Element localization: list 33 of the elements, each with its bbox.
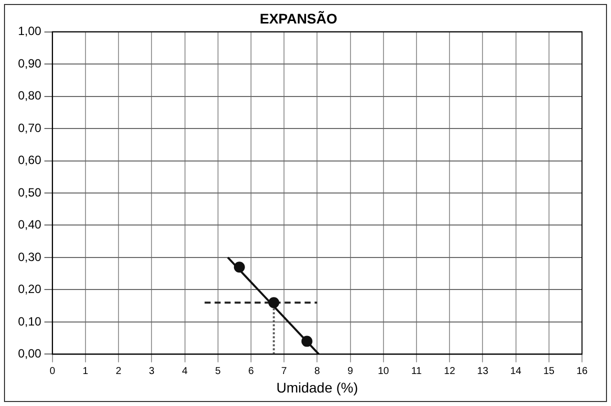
x-tick-label: 16 <box>576 366 588 377</box>
x-tick-label: 8 <box>314 366 320 377</box>
y-tick-label: 0,10 <box>18 314 42 328</box>
x-tick-label: 5 <box>215 366 222 377</box>
x-tick-label: 9 <box>348 366 354 377</box>
y-tick-label: 0,00 <box>18 346 42 361</box>
x-tick-label: 6 <box>248 366 254 377</box>
x-tick-label: 13 <box>477 366 489 377</box>
y-tick-label: 1,00 <box>18 24 42 38</box>
chart-title: EXPANSÃO <box>260 10 338 26</box>
x-tick-label: 14 <box>510 366 522 377</box>
x-tick-label: 4 <box>182 366 188 377</box>
y-tick-label: 0,20 <box>18 282 42 296</box>
x-tick-label: 11 <box>411 366 422 377</box>
y-tick-label: 0,80 <box>18 88 42 103</box>
x-tick-label: 12 <box>444 366 456 377</box>
x-tick-label: 3 <box>148 366 155 377</box>
x-tick-label: 7 <box>281 366 288 377</box>
x-tick-label: 15 <box>543 366 555 377</box>
y-tick-label: 0,90 <box>18 56 42 70</box>
y-tick-label: 0,50 <box>18 185 42 200</box>
x-tick-label: 0 <box>50 366 56 377</box>
x-tick-label: 1 <box>82 366 89 377</box>
x-tick-label: 2 <box>116 366 122 377</box>
y-tick-label: 0,60 <box>18 153 42 168</box>
x-tick-label: 10 <box>378 366 390 377</box>
point <box>234 262 245 273</box>
y-tick-label: 0,40 <box>18 218 42 232</box>
x-axis-title: Umidade (%) <box>276 379 358 396</box>
point <box>268 297 280 308</box>
y-tick-label: 0,70 <box>18 120 42 135</box>
y-tick-label: 0,30 <box>18 250 42 264</box>
point <box>301 336 312 347</box>
